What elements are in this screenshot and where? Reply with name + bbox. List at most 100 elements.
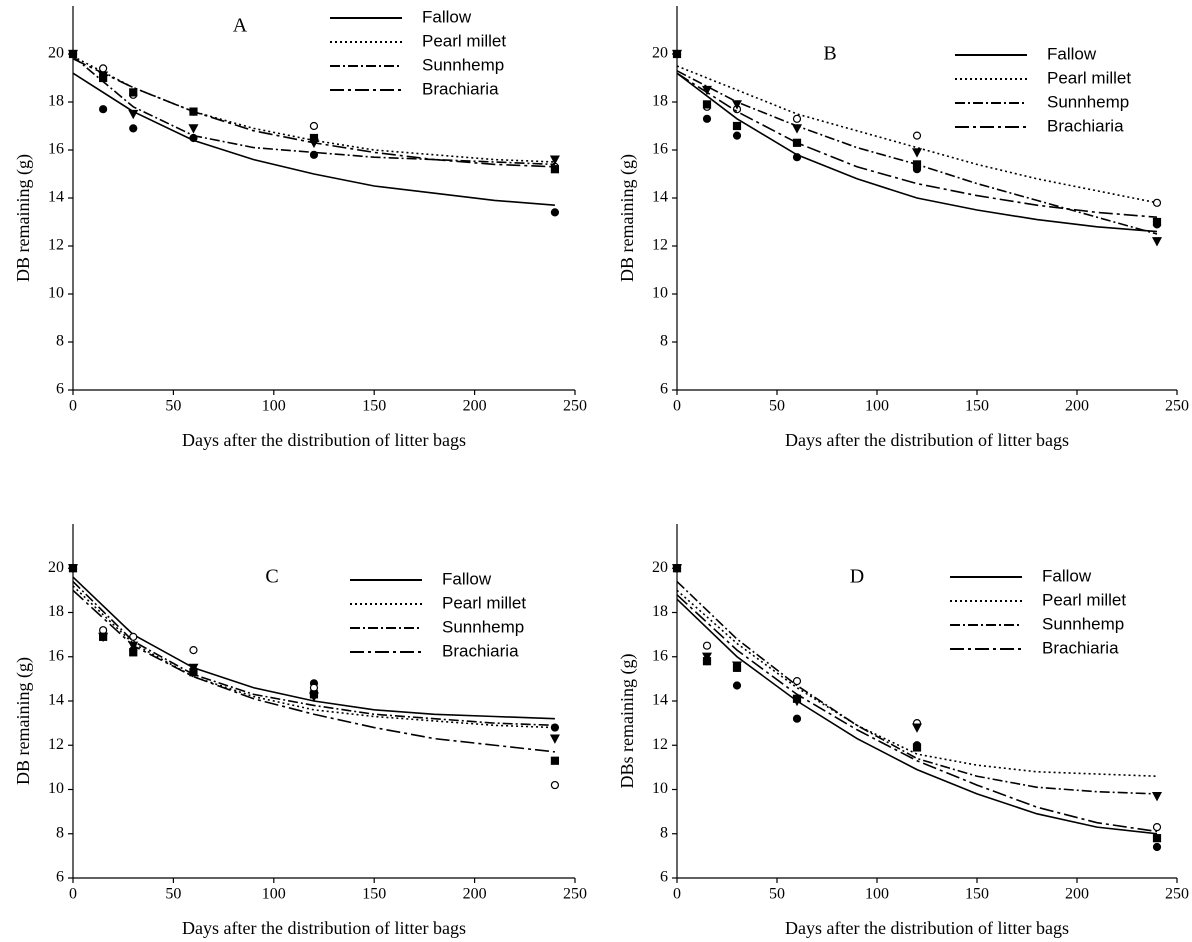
x-tick-label: 200 (1065, 398, 1089, 415)
data-point (1152, 237, 1162, 247)
fit-curve (676, 594, 1158, 833)
y-tick-label: 16 (48, 647, 64, 664)
y-tick-label: 6 (660, 381, 668, 398)
legend-label: Sunnhemp (442, 617, 524, 636)
y-tick-label: 12 (652, 237, 668, 254)
y-tick-label: 6 (660, 869, 668, 886)
y-axis-label: DBs remaining (g) (617, 654, 638, 789)
data-point (792, 124, 802, 134)
legend-label: Pearl millet (1047, 68, 1131, 87)
legend-label: Fallow (1047, 44, 1097, 63)
legend-label: Sunnhemp (1042, 614, 1124, 633)
data-point (99, 632, 108, 641)
data-point (912, 131, 922, 140)
data-point (128, 109, 139, 120)
x-tick-label: 200 (1065, 886, 1089, 903)
x-tick-label: 200 (463, 398, 487, 415)
data-point (732, 121, 742, 131)
x-tick-label: 50 (165, 398, 181, 415)
y-tick-label: 20 (48, 559, 64, 576)
data-point (912, 723, 922, 733)
y-tick-label: 14 (48, 692, 64, 709)
fit-curve (72, 55, 555, 166)
fit-curve (676, 65, 1158, 204)
y-tick-label: 14 (48, 189, 64, 206)
y-tick-label: 8 (660, 824, 668, 841)
data-point (129, 124, 138, 133)
y-tick-label: 16 (652, 141, 668, 158)
y-tick-label: 12 (652, 736, 668, 753)
data-point (99, 105, 108, 114)
y-tick-label: 12 (48, 237, 64, 254)
legend-label: Pearl millet (442, 593, 526, 612)
x-axis-label: Days after the distribution of litter ba… (182, 430, 466, 450)
data-point (1152, 217, 1162, 227)
data-point (702, 657, 712, 666)
legend-label: Brachiaria (1047, 116, 1124, 135)
legend-label: Fallow (422, 7, 472, 26)
x-tick-label: 100 (865, 886, 889, 903)
y-axis-label: DB remaining (g) (13, 657, 34, 785)
data-point (99, 626, 108, 635)
data-point (129, 648, 138, 657)
fit-curve (72, 589, 556, 753)
data-point (702, 114, 712, 123)
y-axis-label: DB remaining (g) (13, 154, 34, 282)
data-point (792, 714, 802, 723)
data-point (1152, 198, 1162, 207)
data-point (1152, 834, 1162, 843)
fit-curve (676, 72, 1158, 218)
data-point (732, 100, 742, 110)
panel-title: A (233, 15, 248, 37)
x-tick-label: 150 (965, 398, 989, 415)
data-point (68, 564, 78, 573)
x-tick-label: 100 (865, 398, 889, 415)
data-point (732, 681, 742, 690)
fit-curve (72, 580, 555, 727)
x-tick-label: 150 (965, 886, 989, 903)
data-point (309, 121, 319, 131)
data-point (672, 49, 682, 59)
y-tick-label: 16 (652, 647, 668, 664)
data-point (189, 107, 198, 116)
x-tick-label: 0 (673, 398, 681, 415)
fit-curve (676, 598, 1158, 835)
y-tick-label: 6 (56, 869, 64, 886)
x-tick-label: 250 (563, 398, 587, 415)
data-point (912, 160, 922, 169)
y-tick-label: 18 (652, 93, 668, 110)
data-point (129, 88, 138, 97)
x-tick-label: 0 (69, 398, 77, 415)
data-point (550, 208, 560, 217)
panel-title: B (823, 43, 836, 65)
y-tick-label: 10 (652, 285, 668, 302)
legend-label: Pearl millet (1042, 590, 1126, 609)
fit-curve (676, 72, 1158, 233)
data-point (702, 652, 712, 663)
fit-curve (72, 58, 555, 168)
data-point (550, 780, 560, 790)
data-point (732, 131, 742, 140)
legend-label: Pearl millet (422, 31, 506, 50)
x-tick-label: 150 (362, 398, 386, 415)
fit-curve (72, 585, 555, 729)
fit-curve (72, 72, 555, 206)
y-tick-label: 8 (56, 824, 64, 841)
y-tick-label: 10 (48, 780, 64, 797)
data-point (189, 668, 198, 677)
legend-label: Sunnhemp (1047, 92, 1129, 111)
y-tick-label: 12 (48, 736, 64, 753)
data-point (792, 676, 802, 686)
y-tick-label: 20 (48, 45, 64, 62)
y-tick-label: 8 (660, 333, 668, 350)
data-point (912, 148, 922, 158)
x-tick-label: 250 (1165, 886, 1189, 903)
legend-label: Brachiaria (1042, 638, 1119, 657)
data-point (99, 73, 108, 83)
x-tick-label: 250 (1165, 398, 1189, 415)
